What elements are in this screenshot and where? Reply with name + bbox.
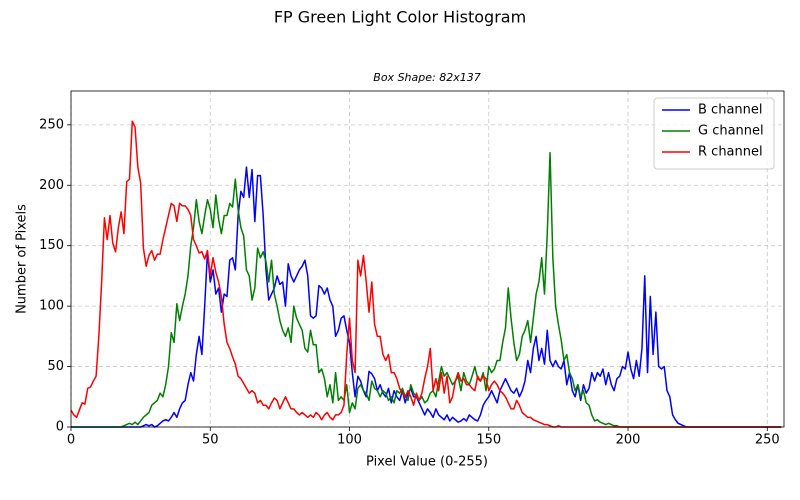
legend-label: G channel xyxy=(698,124,764,139)
chart-subtitle: Box Shape: 82x137 xyxy=(373,71,480,84)
y-tick-label: 0 xyxy=(56,420,64,435)
x-tick-label: 50 xyxy=(202,433,219,448)
y-tick-label: 250 xyxy=(39,117,64,132)
y-tick-label: 200 xyxy=(39,178,64,193)
x-tick-label: 150 xyxy=(476,433,501,448)
x-tick-label: 100 xyxy=(337,433,362,448)
series-line xyxy=(71,151,782,428)
y-tick-label: 150 xyxy=(39,238,64,253)
y-axis-label: Number of Pixels xyxy=(15,204,30,314)
y-tick-label: 50 xyxy=(47,359,64,374)
y-tick-label: 100 xyxy=(39,299,64,314)
chart-title: FP Green Light Color Histogram xyxy=(274,8,526,27)
axes-frame xyxy=(70,90,785,428)
legend-label: R channel xyxy=(698,145,763,160)
x-tick-label: 200 xyxy=(616,433,641,448)
legend-label: B channel xyxy=(698,103,763,118)
x-tick-label: 0 xyxy=(67,433,75,448)
legend: B channel G channel R channel xyxy=(653,97,775,170)
x-tick-label: 250 xyxy=(755,433,780,448)
x-axis-label: Pixel Value (0-255) xyxy=(366,455,488,470)
series-line xyxy=(71,166,782,428)
